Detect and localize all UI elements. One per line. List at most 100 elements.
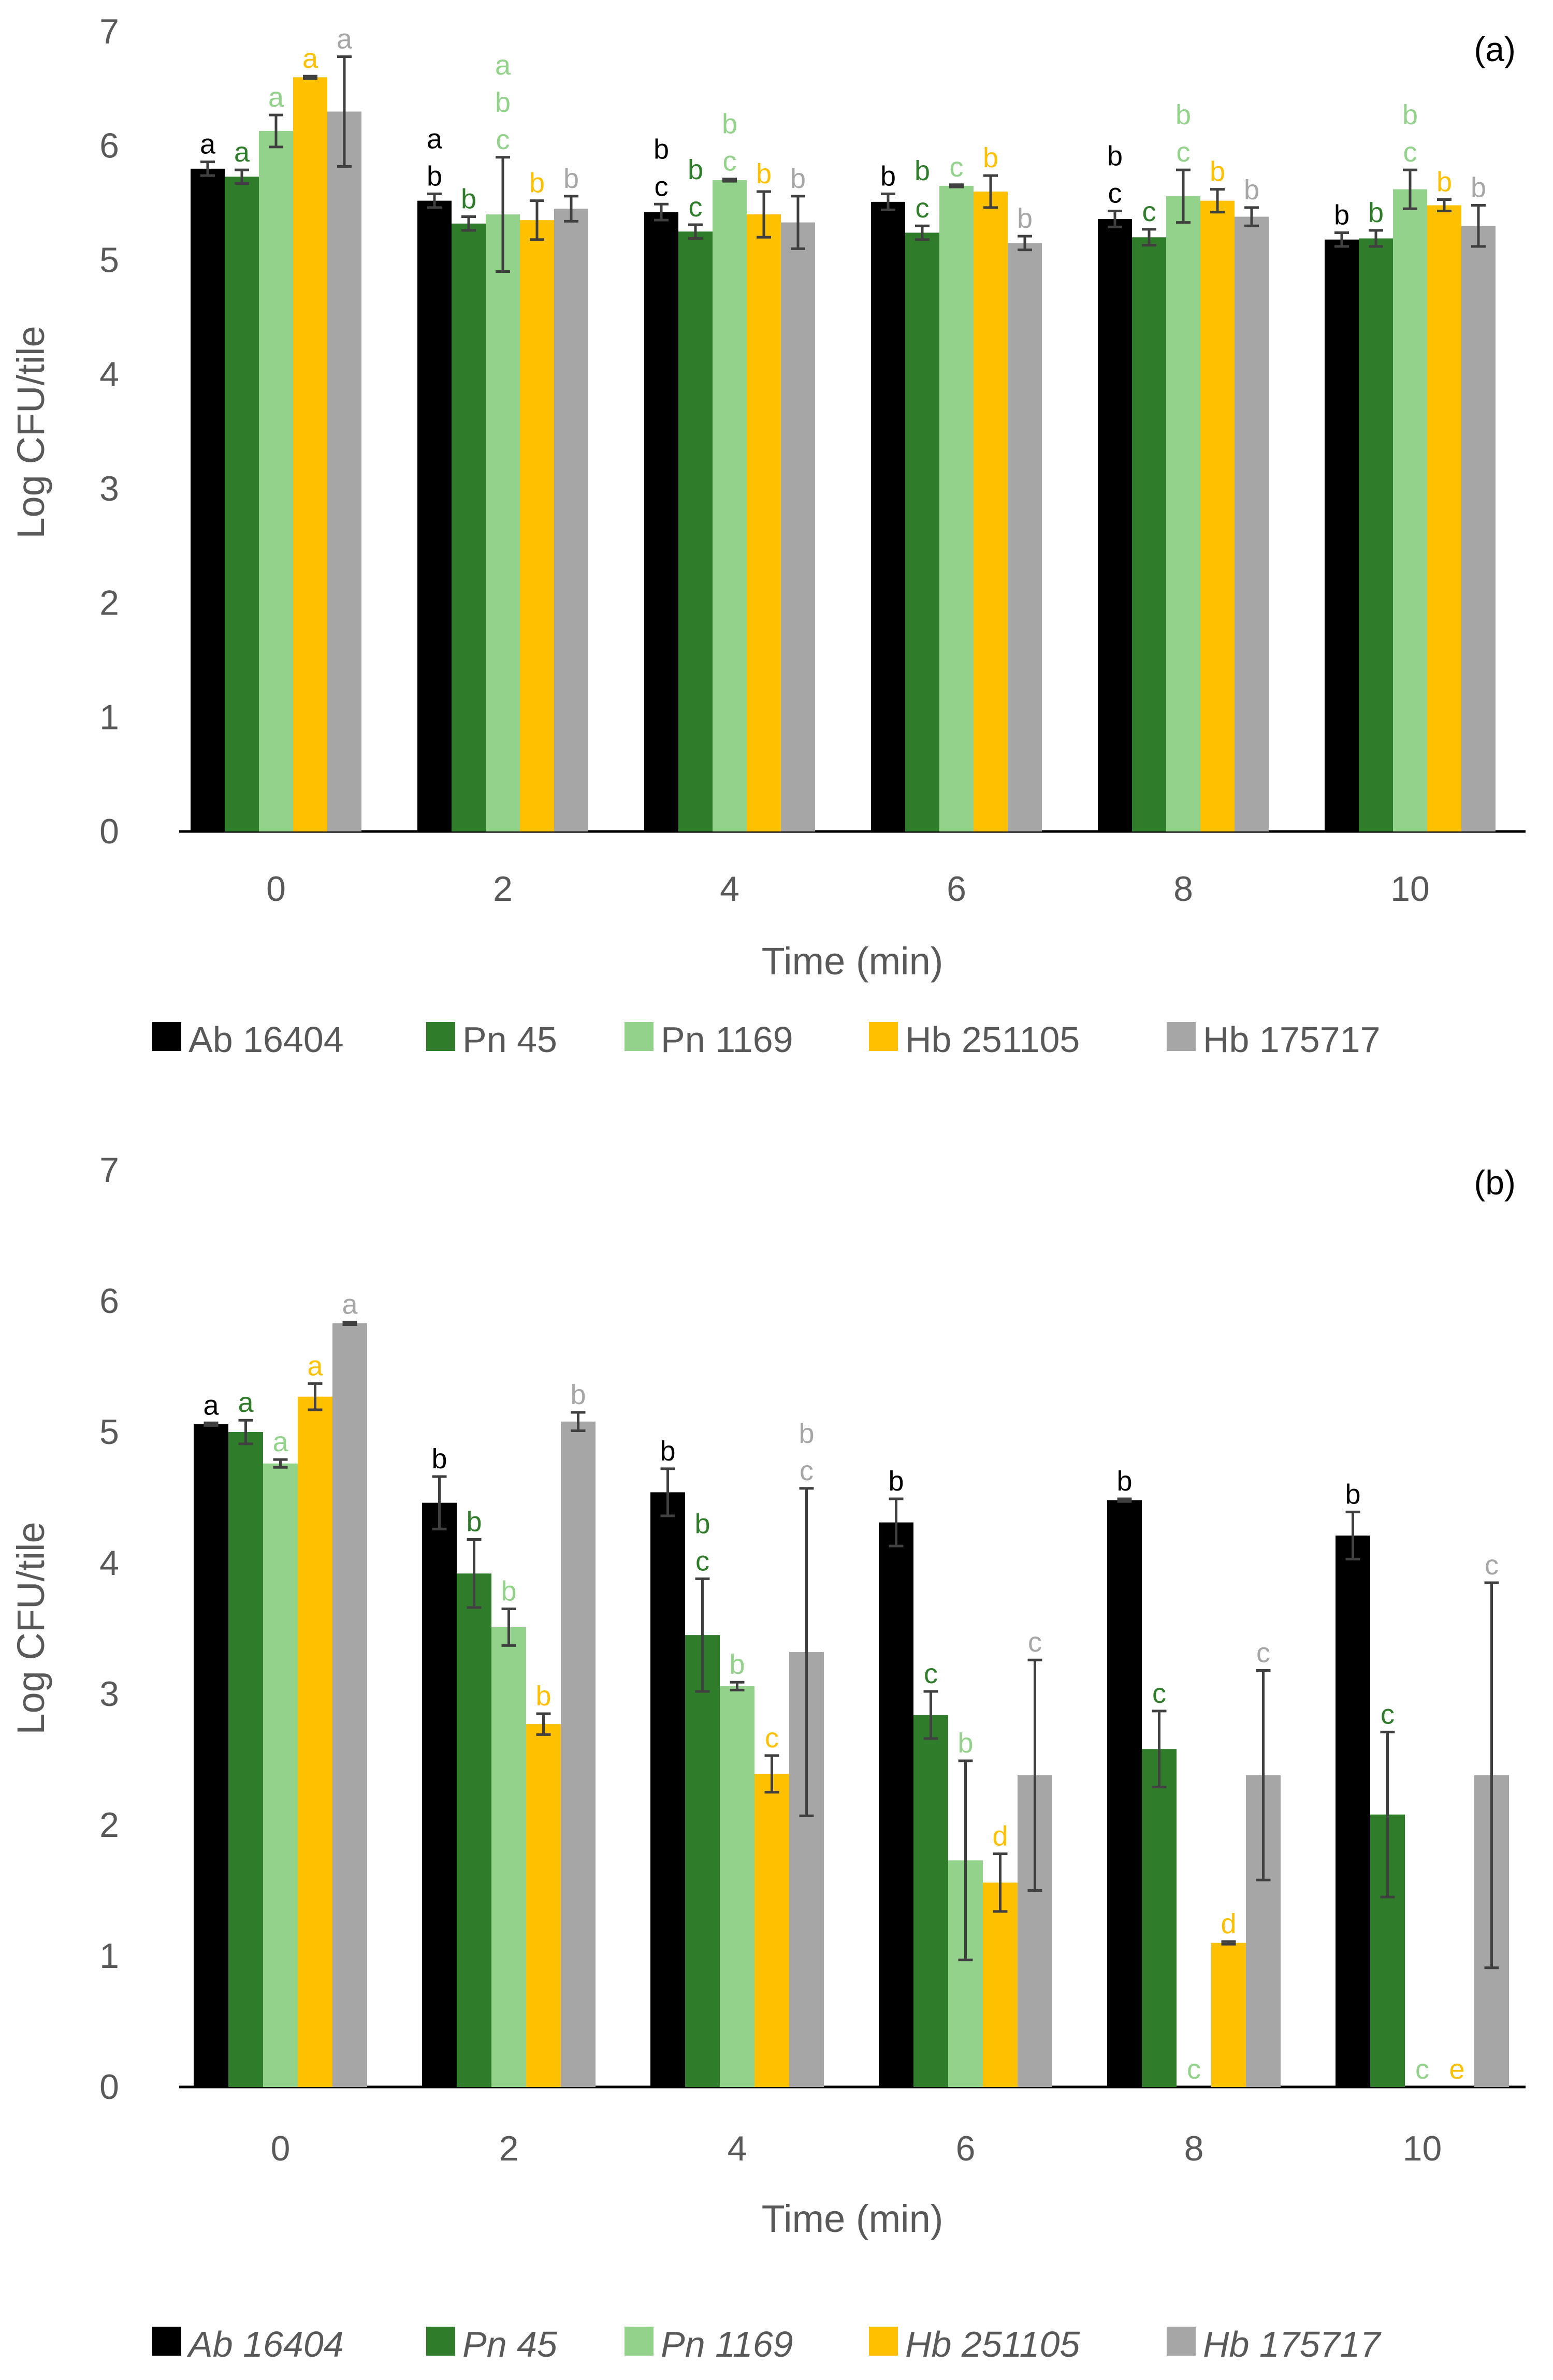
bar-hb-175717-t2 — [561, 1421, 596, 2087]
legend-swatch — [869, 2327, 898, 2356]
significance-letter: b — [535, 1681, 551, 1712]
significance-letter: b — [880, 160, 896, 192]
significance-letter: b — [688, 154, 703, 185]
x-tick-label: 8 — [1173, 869, 1193, 909]
bar-hb-175717-t0 — [327, 111, 361, 831]
x-tick-label: 4 — [720, 869, 739, 909]
y-tick-label: 1 — [99, 1936, 119, 1976]
bar-ab-16404-t4 — [650, 1492, 685, 2087]
y-tick-label: 7 — [99, 1150, 119, 1190]
legend-swatch — [1167, 2327, 1196, 2356]
significance-letter: b — [1175, 99, 1191, 130]
x-tick-label: 4 — [728, 2129, 747, 2168]
significance-letter: b — [1436, 166, 1452, 197]
bar-hb-175717-t4 — [781, 222, 815, 831]
bar-hb-251105-t0 — [293, 77, 327, 831]
y-tick-label: 0 — [99, 2067, 119, 2107]
significance-letter: c — [689, 192, 703, 223]
significance-letter: b — [529, 168, 545, 199]
legend-label: Hb 251105 — [905, 1019, 1080, 1060]
bar-pn-45-t8 — [1142, 1749, 1177, 2087]
bar-hb-251105-t0 — [298, 1396, 332, 2087]
significance-letter: b — [1017, 203, 1033, 234]
legend-swatch — [625, 2327, 654, 2356]
bar-ab-16404-t0 — [194, 1424, 228, 2087]
significance-letter: c — [1028, 1627, 1042, 1658]
significance-letter: c — [1177, 137, 1191, 168]
bar-pn-1169-t10 — [1393, 189, 1427, 832]
bar-hb-251105-t6 — [974, 192, 1008, 831]
significance-letter: a — [495, 50, 511, 81]
significance-letter: c — [1403, 137, 1417, 168]
y-tick-label: 1 — [99, 697, 119, 737]
legend-label: Pn 1169 — [661, 2324, 793, 2364]
x-tick-label: 6 — [947, 869, 966, 909]
legend-label: Hb 175717 — [1203, 2324, 1382, 2364]
significance-letter: c — [1415, 2054, 1429, 2085]
significance-letter: b — [466, 1506, 482, 1537]
y-tick-label: 7 — [99, 12, 119, 51]
bar-ab-16404-t0 — [191, 168, 225, 831]
significance-letter: b — [1244, 174, 1259, 206]
y-axis-title: Log CFU/tile — [9, 326, 52, 538]
legend-swatch — [152, 2327, 181, 2356]
legend-label: Hb 251105 — [905, 2324, 1080, 2364]
significance-letter: c — [800, 1455, 814, 1486]
bar-pn-45-t10 — [1359, 238, 1393, 831]
significance-letter: b — [790, 163, 806, 194]
x-tick-label: 2 — [499, 2129, 519, 2168]
significance-letter: a — [238, 1387, 254, 1418]
y-tick-label: 2 — [99, 1805, 119, 1845]
significance-letter: c — [655, 171, 669, 202]
significance-letter: b — [1210, 156, 1225, 187]
legend-label: Hb 175717 — [1203, 1019, 1381, 1060]
bar-hb-251105-t6 — [983, 1882, 1018, 2087]
bar-pn-45-t6 — [905, 232, 939, 831]
y-tick-label: 5 — [99, 1412, 119, 1452]
significance-letter: b — [957, 1728, 973, 1759]
y-tick-label: 4 — [99, 355, 119, 394]
panel-label: (b) — [1474, 1163, 1516, 1202]
bar-ab-16404-t6 — [879, 1522, 913, 2087]
x-tick-label: 0 — [271, 2129, 291, 2168]
significance-letter: a — [234, 137, 250, 168]
significance-letter: b — [1368, 197, 1384, 228]
bar-pn-45-t8 — [1132, 237, 1166, 832]
bar-pn-1169-t6 — [939, 185, 974, 831]
bar-pn-45-t2 — [457, 1573, 491, 2087]
bar-hb-251105-t4 — [754, 1774, 789, 2087]
bar-ab-16404-t10 — [1325, 239, 1359, 832]
y-tick-label: 3 — [99, 469, 119, 508]
significance-letter: c — [723, 146, 737, 177]
significance-letter: a — [427, 123, 443, 154]
bar-pn-1169-t4 — [713, 180, 747, 831]
legend-swatch — [426, 2327, 455, 2356]
significance-letter: a — [342, 1289, 358, 1320]
significance-letter: b — [1471, 172, 1486, 203]
bar-pn-45-t4 — [685, 1635, 720, 2087]
bar-pn-1169-t4 — [720, 1686, 754, 2087]
significance-letter: b — [427, 160, 442, 192]
significance-letter: c — [1108, 178, 1122, 209]
significance-letter: b — [722, 109, 737, 140]
y-tick-label: 6 — [99, 126, 119, 166]
x-tick-label: 10 — [1390, 869, 1430, 909]
bar-ab-16404-t8 — [1107, 1500, 1142, 2087]
significance-letter: b — [756, 158, 772, 189]
bar-pn-1169-t2 — [491, 1627, 526, 2087]
bar-hb-251105-t8 — [1211, 1943, 1246, 2087]
bar-pn-1169-t0 — [259, 131, 293, 831]
legend-label: Pn 45 — [462, 2324, 558, 2364]
legend-swatch — [869, 1022, 898, 1051]
significance-letter: d — [1221, 1908, 1236, 1939]
significance-letter: c — [924, 1658, 938, 1689]
bar-pn-1169-t2 — [486, 214, 520, 832]
bar-hb-251105-t2 — [520, 220, 554, 831]
significance-letter: b — [563, 163, 579, 194]
legend-swatch — [1167, 1022, 1196, 1051]
x-tick-label: 2 — [493, 869, 513, 909]
significance-letter: a — [302, 43, 318, 74]
bar-hb-251105-t4 — [747, 214, 781, 832]
bar-hb-175717-t10 — [1461, 226, 1496, 831]
